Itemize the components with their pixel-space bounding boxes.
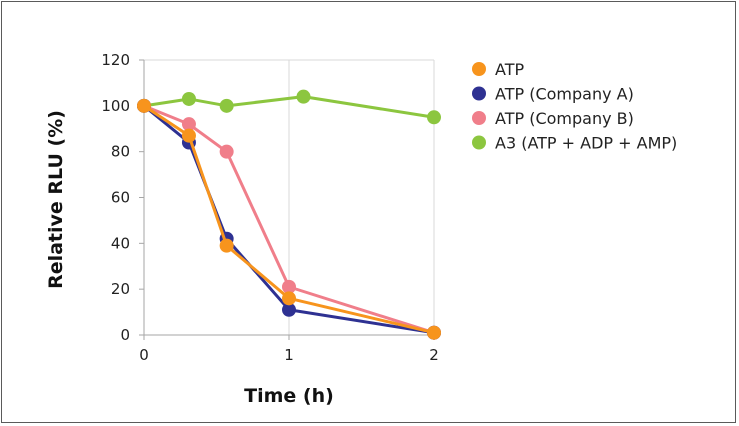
- legend-item: ATP (Company B): [472, 109, 634, 128]
- data-point: [282, 291, 296, 306]
- legend-label: A3 (ATP + ADP + AMP): [495, 134, 677, 153]
- y-tick-label: 120: [101, 51, 130, 69]
- data-point: [181, 128, 196, 143]
- x-tick-label: 0: [139, 346, 149, 364]
- data-point: [427, 110, 441, 125]
- data-point: [427, 325, 441, 340]
- y-tick-label: 60: [111, 189, 130, 207]
- x-tick-label: 2: [429, 346, 439, 364]
- data-point: [181, 117, 196, 132]
- legend-marker: [472, 135, 486, 150]
- data-point: [219, 144, 234, 159]
- legend-label: ATP (Company A): [495, 85, 634, 104]
- y-tick-label: 0: [120, 326, 130, 344]
- series-group: [137, 89, 441, 340]
- y-tick-label: 100: [101, 97, 130, 115]
- series-atp: [137, 98, 441, 340]
- legend-item: ATP: [472, 60, 524, 79]
- data-point: [181, 91, 196, 106]
- legend: ATP ATP (Company A) ATP (Company B) A3 (ATP…: [472, 60, 677, 153]
- legend-item: A3 (ATP + ADP + AMP): [472, 134, 677, 153]
- data-point: [137, 98, 151, 113]
- legend-label: ATP (Company B): [495, 109, 634, 128]
- y-tick-label: 20: [111, 280, 130, 298]
- legend-label: ATP: [495, 60, 524, 79]
- y-axis-title: Relative RLU (%): [45, 110, 67, 289]
- legend-marker: [472, 111, 486, 125]
- y-tick-label: 40: [111, 234, 130, 252]
- data-point: [282, 302, 296, 317]
- data-point: [219, 98, 234, 113]
- y-tick-label: 80: [111, 143, 130, 161]
- axes: 0 20 40 60 80 100 120 0 1 2: [101, 51, 438, 364]
- data-point: [282, 279, 296, 294]
- legend-marker: [472, 86, 486, 101]
- x-tick-label: 1: [284, 346, 294, 364]
- data-point: [219, 238, 234, 253]
- legend-marker: [472, 62, 486, 76]
- data-point: [296, 89, 311, 104]
- x-axis-title: Time (h): [244, 385, 334, 407]
- legend-item: ATP (Company A): [472, 85, 634, 104]
